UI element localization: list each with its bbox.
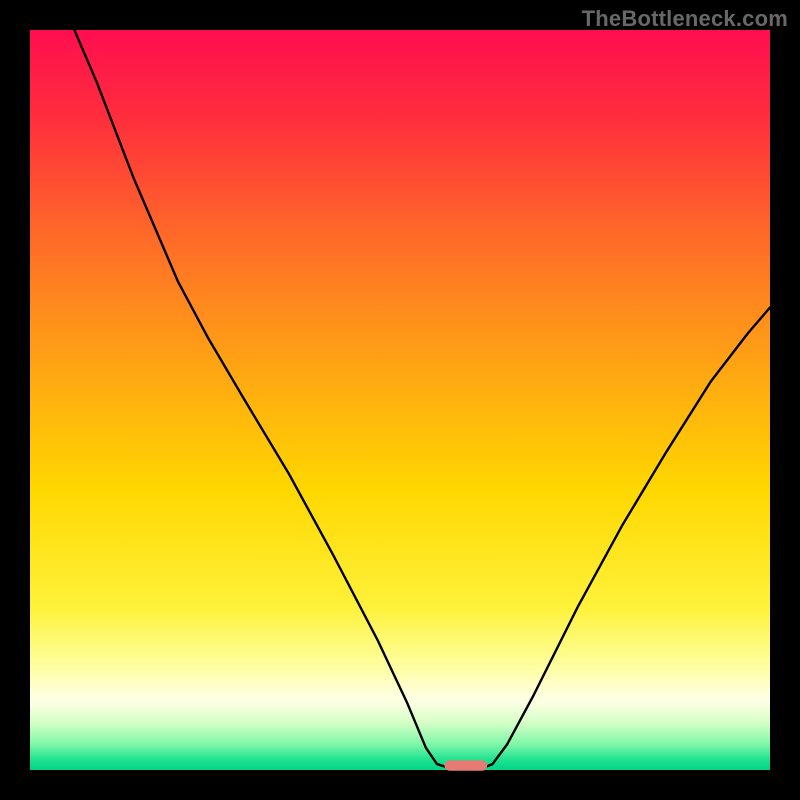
chart-container: TheBottleneck.com — [0, 0, 800, 800]
plot-area-gradient — [30, 30, 770, 770]
chart-svg — [0, 0, 800, 800]
sweet-spot-marker — [444, 760, 487, 770]
watermark-text: TheBottleneck.com — [582, 6, 788, 32]
